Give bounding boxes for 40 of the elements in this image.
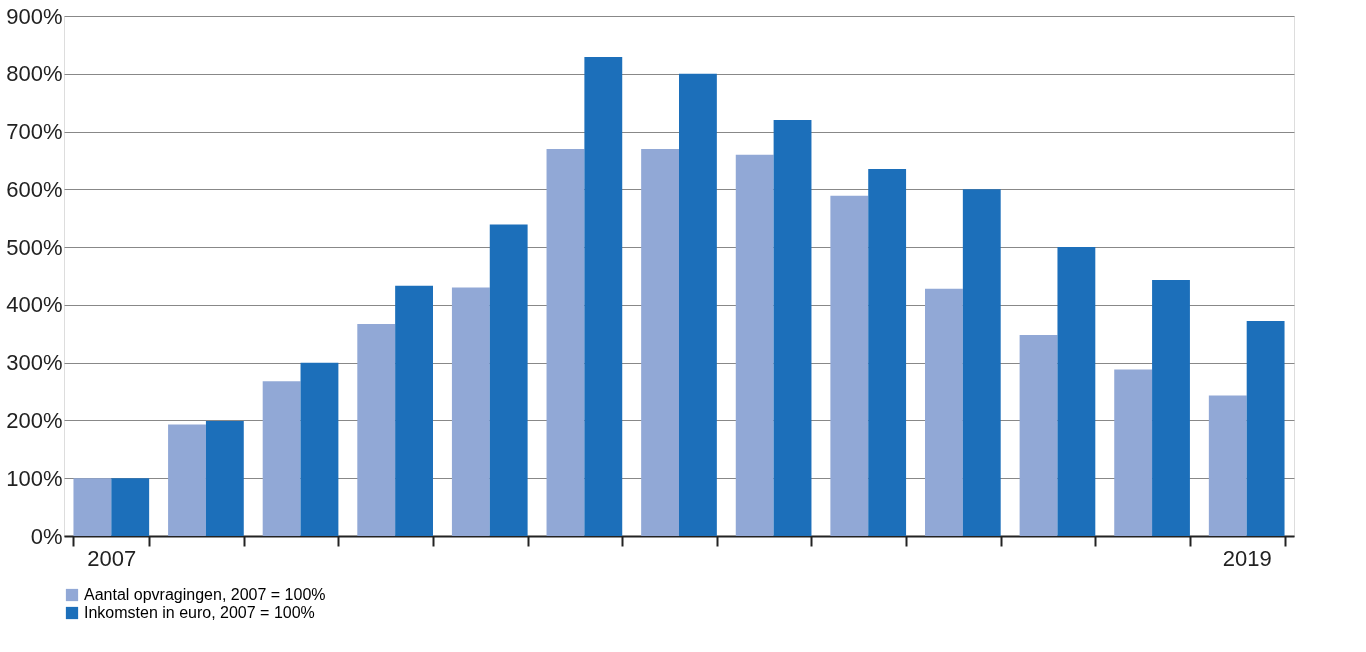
x-tick-label: 2019 — [1222, 545, 1272, 571]
y-tick-label: 100% — [6, 465, 63, 491]
y-tick-label: 200% — [6, 407, 63, 433]
bar — [111, 478, 150, 536]
x-tick-label: 2007 — [87, 545, 137, 571]
bar — [1208, 395, 1247, 536]
bar — [168, 424, 206, 536]
bar — [205, 421, 244, 536]
y-tick-label: 400% — [6, 292, 63, 318]
bar — [679, 73, 717, 536]
legend-label: Aantal opvragingen, 2007 = 100% — [84, 586, 326, 603]
y-tick-label: 900% — [6, 3, 63, 29]
bar — [584, 57, 623, 536]
y-tick-label: 800% — [6, 61, 63, 87]
bar — [868, 169, 907, 536]
bar — [1246, 321, 1285, 536]
y-tick-label: 0% — [30, 523, 63, 549]
y-tick-label: 700% — [6, 119, 63, 145]
bar — [546, 148, 585, 536]
y-tick-label: 300% — [6, 350, 63, 376]
bar — [1019, 334, 1058, 536]
y-tick-label: 600% — [6, 176, 63, 202]
bar — [262, 381, 301, 536]
bar — [962, 189, 1001, 536]
bar — [451, 287, 490, 536]
bar — [357, 323, 396, 536]
bar — [395, 285, 433, 536]
bar — [641, 148, 679, 536]
bar — [489, 224, 528, 536]
bar — [73, 478, 112, 536]
bar — [925, 288, 963, 536]
bar — [830, 195, 869, 536]
bar — [1057, 247, 1096, 536]
bar — [1114, 369, 1153, 536]
bar — [1152, 280, 1190, 536]
bar — [735, 154, 774, 536]
bar — [773, 120, 812, 536]
y-tick-label: 500% — [6, 234, 63, 260]
legend-label: Inkomsten in euro, 2007 = 100% — [84, 604, 315, 621]
bar — [300, 362, 339, 536]
